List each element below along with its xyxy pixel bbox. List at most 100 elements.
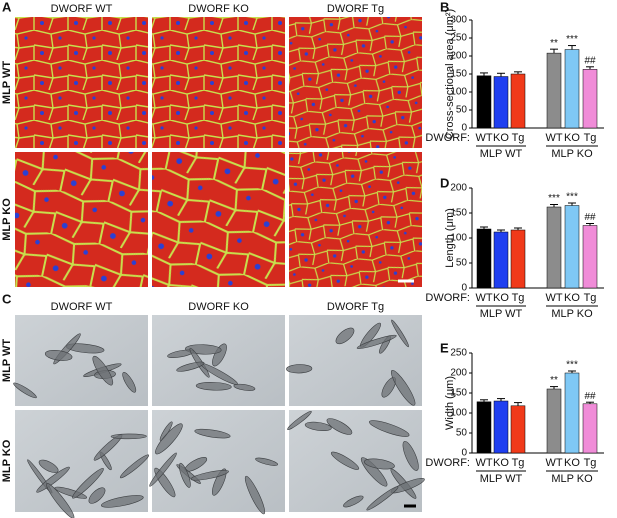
bar: [476, 401, 492, 454]
bar: [582, 69, 598, 129]
cell: [38, 459, 59, 473]
group-label: MLP KO: [551, 148, 593, 160]
significance: ***: [548, 193, 560, 204]
y-tick-label: 200: [450, 368, 467, 379]
cell: [194, 428, 231, 439]
column-label: DWORF KO: [188, 3, 249, 15]
y-tick-label: 50: [456, 428, 468, 439]
cell: [178, 462, 191, 488]
x-tick-label: WT: [475, 292, 492, 304]
bar: [582, 225, 598, 289]
micrograph: [15, 152, 148, 287]
x-tick-label: Tg: [584, 292, 597, 304]
x-tick-label: Tg: [584, 132, 597, 144]
y-tick-label: 100: [450, 408, 467, 419]
bar: [510, 405, 526, 454]
row-label: MLP KO: [1, 198, 13, 241]
bar: [493, 231, 509, 289]
bar: [493, 76, 509, 129]
y-tick-label: 0: [461, 448, 467, 459]
significance: ##: [584, 391, 596, 402]
cell: [304, 421, 332, 432]
x-tick-label: Tg: [512, 132, 525, 144]
group-label: MLP WT: [480, 308, 523, 320]
x-tick-label: WT: [475, 132, 492, 144]
y-tick-label: 0: [461, 283, 467, 294]
column-label: DWORF KO: [188, 301, 249, 313]
row-label: MLP KO: [1, 439, 13, 482]
cell: [343, 495, 364, 508]
significance: **: [550, 375, 558, 386]
cell: [119, 454, 150, 479]
significance: ##: [584, 212, 596, 223]
micrographs: DWORF WT DWORF KO DWORF Tg MLP WT MLP KO DWOR…: [1, 3, 425, 518]
x-tick-label: WT: [475, 457, 492, 469]
cell: [330, 451, 360, 470]
bar: [510, 229, 526, 289]
panel-label: C: [2, 291, 12, 306]
cell: [402, 440, 419, 471]
y-tick-label: 250: [450, 33, 467, 44]
x-tick-label: KO: [493, 292, 509, 304]
column-label: DWORF Tg: [327, 3, 384, 15]
x-tick-label: Tg: [512, 292, 525, 304]
micrograph: [289, 152, 422, 287]
bar: [476, 228, 492, 289]
y-tick-label: 200: [450, 51, 467, 62]
panel-label: A: [2, 0, 12, 14]
category-axis-label: DWORF:: [425, 457, 470, 469]
panel-label: E: [440, 340, 449, 355]
micrograph: [152, 17, 285, 148]
y-tick-label: 300: [450, 15, 467, 26]
y-tick-label: 150: [450, 69, 467, 80]
group-label: MLP KO: [551, 473, 593, 485]
cell: [233, 383, 256, 391]
cell: [44, 349, 73, 361]
x-tick-label: Tg: [512, 457, 525, 469]
y-tick-label: 150: [450, 208, 467, 219]
x-tick-label: KO: [493, 457, 509, 469]
bar: [546, 206, 562, 289]
panel-label: D: [440, 175, 449, 190]
cell: [149, 452, 177, 487]
y-axis-label: Cross-sectional area (μm²): [444, 9, 456, 139]
cell: [13, 382, 37, 399]
cell: [46, 483, 75, 518]
y-tick-label: 50: [456, 258, 468, 269]
row-label: MLP WT: [1, 61, 13, 104]
cell: [286, 364, 313, 374]
cell: [72, 467, 104, 499]
x-tick-label: KO: [564, 457, 580, 469]
bar: [546, 388, 562, 454]
column-label: DWORF WT: [51, 3, 113, 15]
significance: ***: [566, 192, 578, 203]
x-tick-label: KO: [564, 292, 580, 304]
bar: [564, 49, 580, 129]
cell: [100, 495, 144, 508]
y-tick-label: 50: [456, 105, 468, 116]
x-tick-label: KO: [564, 132, 580, 144]
bar: [476, 75, 492, 129]
y-tick-label: 150: [450, 388, 467, 399]
row-label: MLP WT: [1, 339, 13, 382]
group-label: MLP WT: [480, 148, 523, 160]
cell: [88, 487, 106, 504]
cell: [390, 369, 416, 406]
cell: [255, 457, 279, 466]
significance: **: [550, 38, 558, 49]
panel-label: B: [440, 0, 449, 14]
y-tick-label: 200: [450, 183, 467, 194]
x-tick-label: Tg: [584, 457, 597, 469]
cell: [244, 475, 266, 515]
cell: [287, 410, 312, 431]
x-tick-label: WT: [545, 132, 562, 144]
y-tick-label: 0: [461, 123, 467, 134]
cell: [122, 372, 137, 393]
cell: [155, 423, 183, 455]
column-label: DWORF WT: [51, 301, 113, 313]
column-label: DWORF Tg: [327, 301, 384, 313]
micrograph: [152, 152, 285, 287]
cell: [326, 418, 353, 435]
